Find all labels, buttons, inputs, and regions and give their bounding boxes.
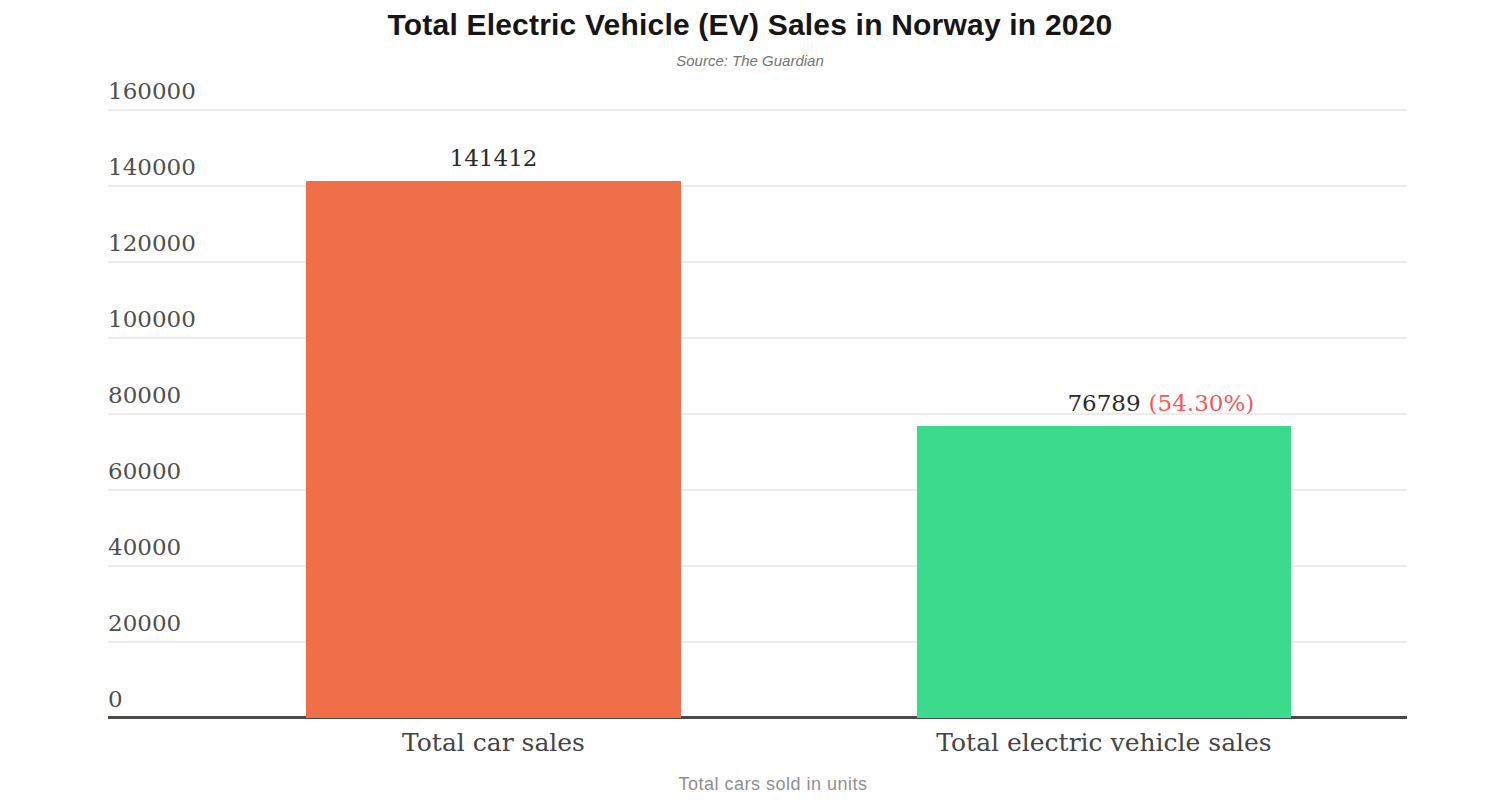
bar-total-car-sales [306, 181, 681, 718]
y-tick-label: 80000 [108, 384, 181, 407]
gridline [108, 109, 1407, 111]
chart-subtitle: Source: The Guardian [0, 52, 1500, 69]
bar-value-label: 76789(54.30%) [1067, 392, 1140, 415]
y-tick-label: 140000 [108, 156, 196, 179]
category-label: Total car sales [402, 728, 585, 758]
gridline [108, 185, 1407, 187]
y-tick-label: 100000 [108, 308, 196, 331]
plot-area: 0 20000 40000 60000 80000 100000 120000 140000 1… [108, 110, 1407, 718]
bar-value-percentage: (54.30%) [1141, 392, 1255, 415]
bar-value-label: 141412 [450, 147, 538, 170]
y-tick-label: 60000 [108, 460, 181, 483]
gridline [108, 337, 1407, 339]
y-tick-label: 120000 [108, 232, 196, 255]
y-tick-label: 40000 [108, 536, 181, 559]
bar-value-number: 141412 [450, 145, 538, 171]
x-axis-title: Total cars sold in units [108, 774, 1438, 795]
chart-title: Total Electric Vehicle (EV) Sales in Nor… [0, 8, 1500, 42]
ev-sales-bar-chart: Total Electric Vehicle (EV) Sales in Nor… [0, 0, 1500, 811]
gridline [108, 261, 1407, 263]
bar-value-number: 76789 [1067, 390, 1140, 416]
y-tick-label: 160000 [108, 80, 196, 103]
bar-total-ev-sales [917, 426, 1291, 718]
y-tick-label: 0 [108, 688, 123, 711]
y-tick-label: 20000 [108, 612, 181, 635]
category-label: Total electric vehicle sales [936, 728, 1271, 758]
